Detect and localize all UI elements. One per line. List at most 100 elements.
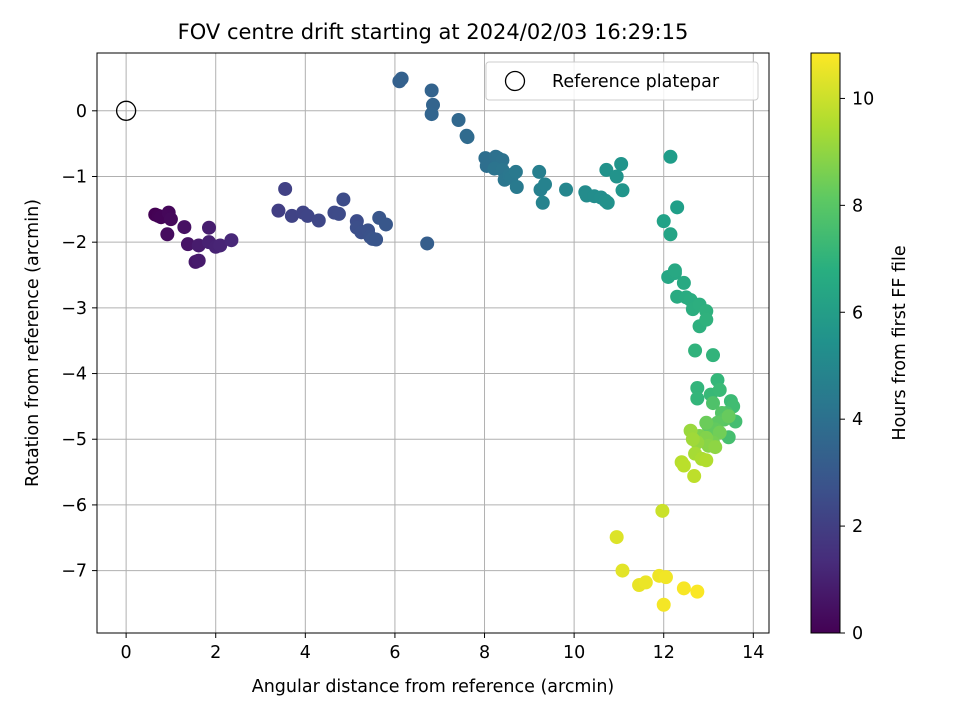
drift-point [712, 425, 727, 440]
colorbar-frame [810, 52, 841, 634]
legend-entry-reference: Reference platepar [552, 72, 720, 92]
drift-point [559, 182, 574, 197]
drift-point [424, 107, 439, 122]
drift-point [311, 213, 326, 228]
drift-point [712, 382, 727, 397]
drift-point [599, 162, 614, 177]
drift-point [600, 195, 615, 210]
drift-point [690, 391, 705, 406]
drift-point [509, 179, 524, 194]
drift-point [706, 348, 720, 363]
reference-marker [115, 100, 137, 121]
drift-point [699, 415, 714, 430]
drift-point [369, 232, 384, 247]
drift-point [180, 237, 195, 252]
colorbar-tick-label: 4 [852, 410, 863, 430]
drift-point [460, 130, 475, 145]
drift-point [699, 453, 714, 468]
drift-point [538, 177, 552, 192]
drift-point [160, 227, 175, 242]
colorbar-ticks: 0 2 4 6 8 10 [840, 89, 874, 644]
x-tick-label: 12 [653, 643, 675, 663]
y-tick-label: −2 [61, 233, 87, 253]
drift-point [609, 169, 624, 184]
drift-point [532, 164, 547, 179]
y-tick-label: −4 [61, 365, 87, 385]
drift-point [609, 530, 624, 545]
drift-point [177, 220, 192, 235]
drift-point [213, 238, 228, 253]
drift-point [667, 263, 682, 278]
plot-frame [96, 52, 770, 634]
x-tick-label: 14 [742, 643, 764, 663]
drift-point [420, 236, 435, 251]
drift-point [451, 112, 466, 127]
drift-point [394, 71, 409, 86]
y-axis-ticks: 0 −1 −2 −3 −4 −5 −6 −7 [61, 102, 97, 582]
drift-point [688, 343, 703, 358]
drift-point [656, 214, 671, 229]
legend: Reference platepar [485, 61, 759, 101]
drift-point [690, 584, 705, 599]
drift-point [614, 157, 629, 172]
drift-point [163, 212, 178, 227]
drift-point [663, 227, 678, 242]
drift-point [655, 503, 670, 518]
legend-marker [504, 70, 526, 92]
drift-point [676, 275, 691, 290]
drift-point [202, 220, 216, 235]
drift-point [508, 164, 523, 179]
colorbar-tick-label: 8 [852, 196, 863, 216]
y-axis-label: Rotation from reference (arcmin) [23, 199, 43, 487]
grid-lines [97, 53, 769, 633]
x-tick-label: 10 [563, 643, 585, 663]
y-tick-label: −1 [61, 167, 87, 187]
drift-point [278, 181, 293, 196]
x-tick-label: 6 [389, 643, 400, 663]
colorbar: 0 2 4 6 8 10 Hours from first FF file [810, 52, 910, 644]
x-axis-ticks: 0 2 4 6 8 10 12 14 [121, 633, 764, 663]
drift-point [331, 206, 346, 221]
x-tick-label: 2 [210, 643, 221, 663]
x-axis-label: Angular distance from reference (arcmin) [252, 677, 615, 697]
drift-point [676, 581, 691, 596]
drift-point [615, 563, 630, 578]
x-tick-label: 8 [479, 643, 490, 663]
y-tick-label: −6 [61, 496, 87, 516]
y-tick-label: 0 [76, 102, 87, 122]
drift-point [706, 396, 720, 411]
drift-point [721, 409, 736, 424]
drift-point [656, 597, 671, 612]
colorbar-tick-label: 6 [852, 303, 863, 323]
drift-point [658, 570, 673, 585]
y-tick-label: −5 [61, 430, 87, 450]
x-tick-label: 0 [121, 643, 132, 663]
drift-point [271, 203, 286, 218]
drift-point [336, 192, 351, 207]
x-tick-label: 4 [300, 643, 311, 663]
colorbar-tick-label: 10 [852, 89, 874, 109]
drift-point [615, 183, 630, 198]
chart-title: FOV centre drift starting at 2024/02/03 … [178, 20, 689, 44]
y-tick-label: −3 [61, 299, 87, 319]
colorbar-tick-label: 0 [852, 624, 863, 644]
drift-point [690, 380, 705, 395]
drift-point [191, 253, 206, 268]
drift-point [699, 312, 714, 327]
drift-point [224, 233, 239, 248]
colorbar-tick-label: 2 [852, 517, 863, 537]
drift-point [670, 200, 685, 215]
colorbar-gradient [811, 53, 840, 633]
drift-point [300, 208, 315, 223]
drift-point [685, 432, 700, 447]
drift-point [424, 83, 439, 98]
drift-point [663, 149, 678, 164]
drift-point [378, 217, 393, 232]
scatter-points [148, 71, 743, 612]
colorbar-label: Hours from first FF file [890, 245, 910, 440]
legend-box [485, 61, 759, 101]
drift-point [676, 458, 691, 473]
drift-point [708, 440, 723, 455]
drift-point [535, 195, 550, 210]
